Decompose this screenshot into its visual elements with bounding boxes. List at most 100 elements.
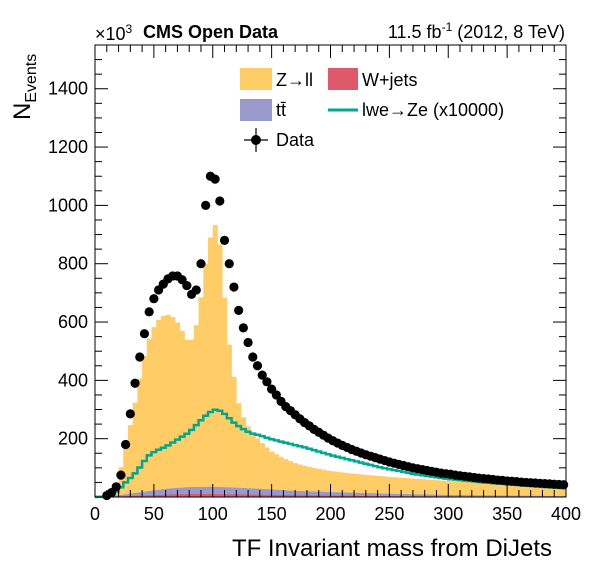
svg-text:NEvents: NEvents [9,54,40,120]
data-point [182,280,192,291]
ttbar-bar [424,494,430,497]
legend-ttbar-swatch [240,99,272,121]
zll-bar [231,376,237,497]
legend-signal-label: lwe→Ze (x10000) [362,100,504,120]
zll-bar [165,314,171,497]
ttbar-bar [429,494,435,497]
zll-bar [476,482,482,497]
wjets-bar [264,494,270,497]
ttbar-bar [514,495,520,497]
ttbar-bar [500,495,506,497]
zll-bar [354,473,360,497]
wjets-bar [358,495,364,497]
zll-bar [259,443,265,497]
ttbar-bar [255,488,261,497]
y-tick-label: 200 [58,429,88,449]
experiment-label: CMS Open Data [143,22,279,42]
zll-bar [514,484,520,497]
lumi-label: 11.5 fb-1 (2012, 8 TeV) [388,20,565,42]
zll-bar [500,484,506,497]
data-point [248,352,258,362]
zll-bar [467,482,473,497]
zll-bar [236,403,242,497]
ttbar-bar [118,494,124,497]
zll-bar [401,477,407,497]
zll-bar [278,456,284,497]
ttbar-bar [283,490,289,497]
ttbar-bar [179,487,185,497]
ttbar-bar [241,488,247,497]
data-point [257,370,267,380]
legend-zll-label: Z→ll [276,70,313,90]
data-point [149,294,159,304]
zll-bar [438,480,444,497]
y-tick-labels: 200 400 600 800 1000 1200 1400 [48,79,88,449]
ttbar-bar [297,491,303,497]
ttbar-bar [321,491,327,497]
y-tick-label: 1400 [48,79,88,99]
zll-bar [302,465,308,497]
x-tick-label: 0 [90,504,100,524]
zll-bar [269,451,275,497]
x-tick-label: 300 [433,504,463,524]
zll-bar [542,486,548,497]
ttbar-bar [306,491,312,497]
ttbar-bar [184,487,190,497]
ttbar-bar [382,493,388,497]
wjets-bar [236,494,242,497]
zll-bar [410,478,416,497]
ttbar-bar [226,487,232,497]
zll-bar [363,474,369,497]
ttbar-bar [368,493,374,497]
wjets-bar [203,494,209,497]
zll-bar [306,466,312,497]
data-point [139,329,150,339]
data-point [191,285,201,295]
ttbar-bar [193,486,199,497]
wjets-bar [189,494,195,497]
zll-bar [471,482,477,497]
wjets-bar [255,494,261,497]
ttbar-bar [372,493,378,497]
data-point [210,174,220,184]
ttbar-bar [208,486,214,497]
zll-bar [175,322,181,497]
data-point [215,196,225,206]
x-tick-label: 150 [257,504,287,524]
ttbar-bar [443,494,449,497]
zll-bar [490,483,496,497]
x-tick-label: 400 [551,504,581,524]
zll-bar [405,478,411,497]
zll-bar [146,338,152,497]
y-axis-title: NEvents [9,54,40,120]
wjets-bar [156,494,162,497]
wjets-bar [321,495,327,497]
ttbar-bar [278,490,284,497]
data-point [234,305,244,315]
data-point [121,439,131,450]
data-point [196,259,206,269]
y-exponent: ×103 [95,22,133,44]
zll-bar [132,402,138,497]
ttbar-bar [123,494,129,497]
ttbar-bar [509,495,515,497]
zll-bar [495,483,501,497]
zll-bar [358,474,364,497]
zll-bar [156,319,162,497]
zll-bar [203,263,209,497]
ttbar-bar [137,492,143,497]
y-tick-label: 800 [58,254,88,274]
zll-bar [339,472,345,497]
wjets-bar [146,495,152,497]
zll-bar [142,356,148,497]
wjets-bar [184,494,190,497]
wjets-bar [297,495,303,497]
zll-bar [325,470,331,497]
ttbar-bar [132,493,138,497]
wjets-bar [217,494,223,497]
wjets-bar [335,495,341,497]
y-tick-label: 600 [58,312,88,332]
ttbar-bar [537,495,543,497]
zll-bar [518,485,524,497]
